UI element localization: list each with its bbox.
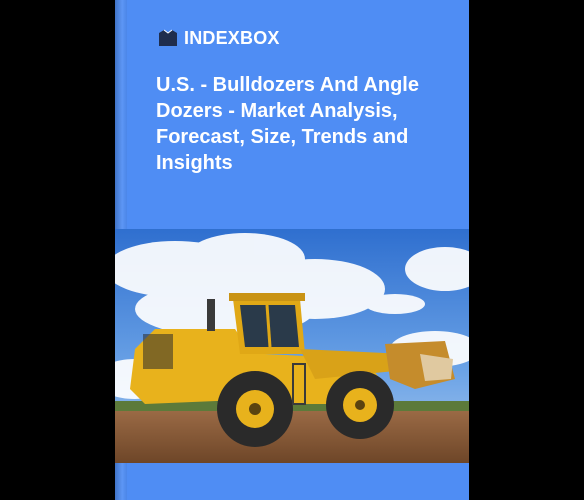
report-title: U.S. - Bulldozers And Angle Dozers - Mar… bbox=[156, 74, 419, 174]
wheel-loader bbox=[130, 293, 455, 447]
report-cover: INDEXBOX U.S. - Bulldozers And Angle Doz… bbox=[115, 0, 469, 500]
indexbox-logo-icon bbox=[159, 29, 177, 46]
cover-photo bbox=[115, 229, 469, 463]
brand-logo: INDEXBOX bbox=[158, 27, 280, 49]
brand-name: INDEXBOX bbox=[184, 27, 280, 48]
ground bbox=[115, 411, 469, 463]
wheel-loader-illustration bbox=[115, 229, 469, 463]
